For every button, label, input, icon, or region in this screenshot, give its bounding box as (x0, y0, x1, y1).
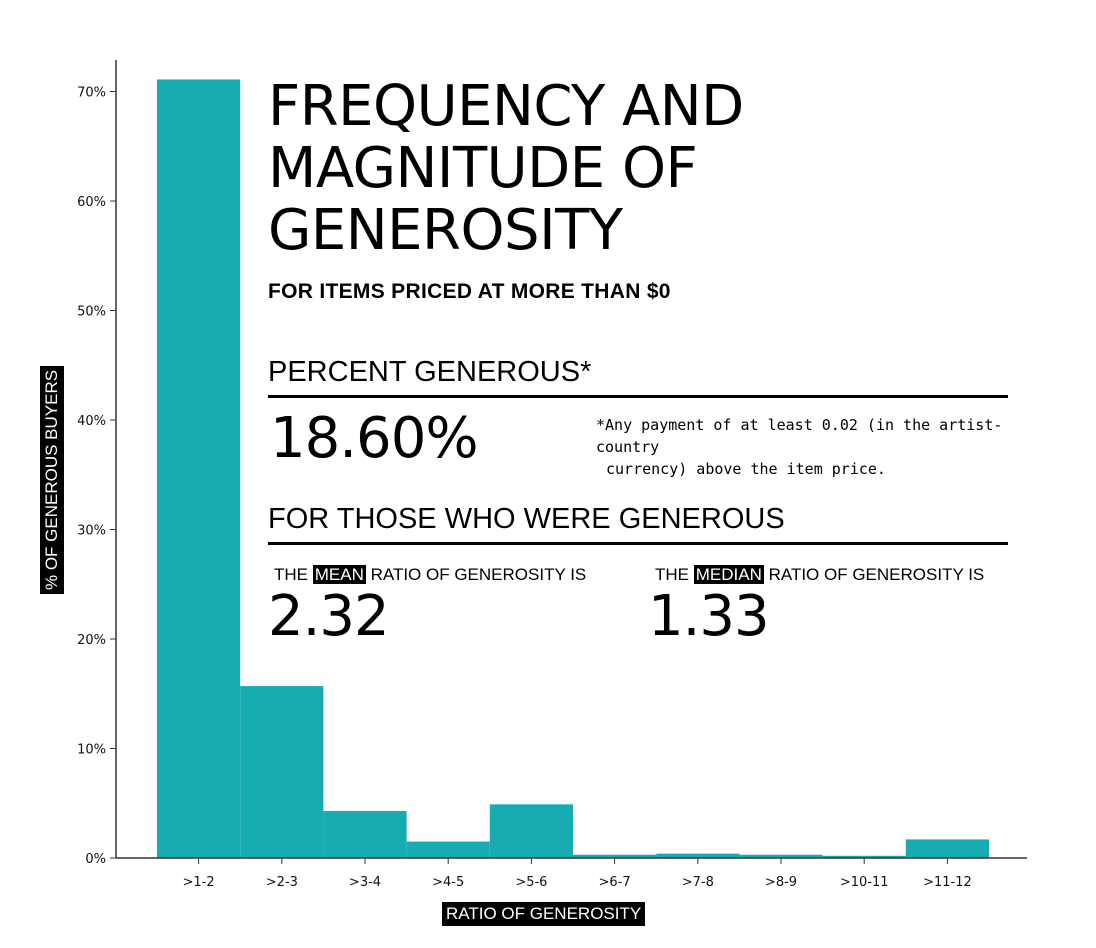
x-tick-label-6: >6-7 (599, 875, 631, 890)
x-tick-label-3: >3-4 (349, 875, 381, 890)
x-tick-label-9: >10-11 (840, 875, 889, 890)
mean-highlight: MEAN (312, 565, 366, 584)
mean-label-prefix: THE (274, 565, 308, 584)
y-tick-label-5: 40% (77, 414, 106, 429)
y-tick-label-2: 10% (77, 743, 106, 758)
x-ticks-group: >1-2 >2-3 >3-4 >4-5 >5-6 >6-7 >7-8 >8-9 >10-11 >1… (183, 858, 972, 890)
x-axis-label: RATIO OF GENEROSITY (442, 902, 646, 926)
bar-5 (489, 804, 573, 858)
title-line-1: FREQUENCY AND (268, 74, 744, 139)
x-tick-label-7: >7-8 (682, 875, 714, 890)
x-tick-label-2: >2-3 (266, 875, 298, 890)
percent-generous-value: 18.60% (270, 406, 479, 471)
mean-label: THE MEAN RATIO OF GENEROSITY IS (274, 565, 586, 585)
bar-7 (656, 853, 740, 858)
y-tick-label-4: 30% (77, 524, 106, 539)
bar-2 (240, 686, 324, 858)
median-label-prefix: THE (655, 565, 689, 584)
bar-1 (157, 79, 241, 858)
x-tick-label-5: >5-6 (515, 875, 547, 890)
x-tick-label-4: >4-5 (432, 875, 464, 890)
title-line-3: GENEROSITY (268, 198, 623, 263)
x-tick-label-8: >8-9 (765, 875, 797, 890)
bar-3 (323, 810, 407, 858)
title-line-2: MAGNITUDE OF (268, 136, 698, 201)
generous-heading: FOR THOSE WHO WERE GENEROUS (268, 503, 1008, 545)
y-tick-label-1: 0% (85, 852, 106, 867)
mean-value: 2.32 (268, 584, 390, 649)
chart-subtitle: FOR ITEMS PRICED AT MORE THAN $0 (268, 280, 671, 303)
footnote-line-2: currency) above the item price. (606, 460, 886, 478)
chart-title: FREQUENCY AND MAGNITUDE OF GENEROSITY (268, 76, 1028, 262)
y-tick-label-7: 60% (77, 195, 106, 210)
mean-label-suffix: RATIO OF GENEROSITY IS (370, 565, 587, 584)
y-ticks-group: 0% 10% 20% 30% 40% 50% 60% 70% (77, 86, 116, 867)
x-tick-label-1: >1-2 (183, 875, 215, 890)
bar-4 (406, 841, 490, 858)
bar-10 (905, 839, 989, 858)
median-highlight: MEDIAN (693, 565, 764, 584)
percent-generous-heading: PERCENT GENEROUS* (268, 356, 1008, 398)
y-tick-label-3: 20% (77, 633, 106, 648)
y-tick-label-8: 70% (77, 86, 106, 101)
median-value: 1.33 (648, 584, 770, 649)
x-tick-label-10: >11-12 (923, 875, 972, 890)
y-axis-label: % OF GENEROUS BUYERS (40, 365, 64, 594)
median-label-suffix: RATIO OF GENEROSITY IS (768, 565, 985, 584)
y-tick-label-6: 50% (77, 305, 106, 320)
footnote-line-1: *Any payment of at least 0.02 (in the ar… (596, 416, 1003, 456)
bar-8 (739, 854, 823, 858)
bar-6 (573, 854, 657, 858)
percent-footnote: *Any payment of at least 0.02 (in the ar… (596, 414, 1016, 480)
bars-group (157, 79, 989, 858)
bar-9 (822, 855, 906, 858)
median-label: THE MEDIAN RATIO OF GENEROSITY IS (655, 565, 984, 585)
